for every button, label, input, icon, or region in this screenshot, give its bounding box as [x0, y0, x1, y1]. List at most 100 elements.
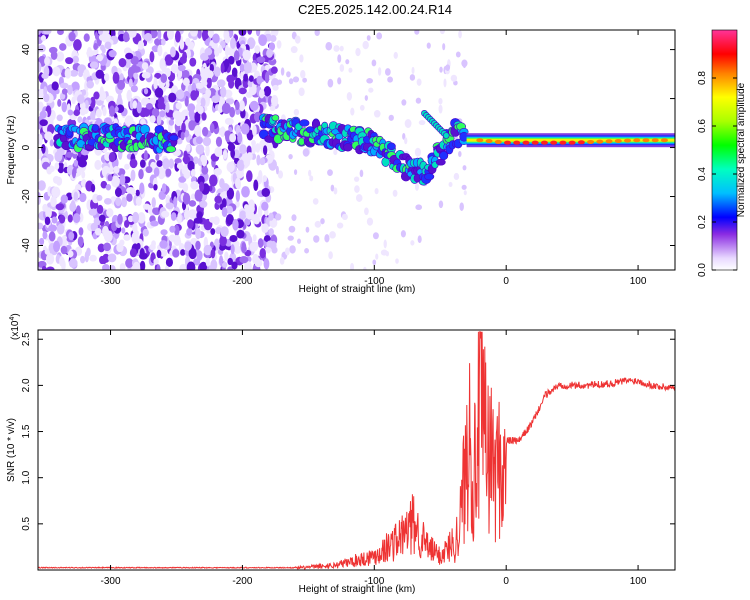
noise-mark: [438, 104, 443, 114]
noise-mark: [190, 90, 198, 101]
noise-mark: [300, 70, 306, 79]
noise-mark: [205, 257, 210, 267]
ridge-peak: [642, 138, 650, 143]
noise-mark: [38, 180, 46, 191]
snr-xlabel: Height of straight line (km): [299, 584, 416, 595]
noise-mark: [269, 35, 277, 43]
noise-mark: [51, 186, 61, 198]
noise-mark: [229, 234, 238, 243]
noise-mark: [168, 92, 177, 103]
noise-mark: [57, 30, 64, 36]
noise-mark: [136, 242, 141, 250]
noise-mark: [244, 218, 251, 226]
noise-mark: [205, 144, 210, 157]
noise-mark: [108, 152, 116, 163]
noise-mark: [417, 235, 422, 244]
noise-mark: [137, 212, 146, 224]
noise-mark: [71, 168, 77, 179]
noise-mark: [182, 77, 190, 86]
noise-mark: [166, 30, 175, 40]
noise-mark: [439, 66, 443, 73]
noise-mark: [222, 150, 228, 160]
noise-mark: [359, 104, 365, 111]
noise-mark: [89, 254, 97, 262]
noise-mark: [38, 61, 42, 73]
y-tick-label: -20: [21, 189, 32, 204]
noise-mark: [463, 190, 467, 196]
noise-mark: [151, 197, 156, 209]
ridge-peak: [550, 140, 558, 145]
noise-mark: [196, 250, 203, 261]
noise-mark: [262, 175, 267, 183]
noise-mark: [221, 261, 228, 268]
ridge-peak: [476, 138, 484, 143]
noise-mark: [252, 241, 259, 250]
ridge-peak: [513, 140, 521, 145]
noise-mark: [67, 84, 73, 96]
noise-mark: [236, 229, 245, 239]
ridge-peak: [494, 139, 502, 144]
noise-mark: [44, 248, 51, 255]
noise-mark: [204, 47, 213, 56]
noise-mark: [127, 215, 134, 223]
noise-mark: [59, 43, 67, 51]
noise-mark: [48, 231, 56, 242]
noise-mark: [182, 155, 191, 164]
noise-mark: [142, 107, 150, 117]
noise-mark: [73, 109, 81, 116]
noise-mark: [130, 169, 136, 182]
colorbar-ticks: 0.0 0.2 0.4 0.6 0.8: [697, 71, 737, 277]
ridge-mark: [387, 142, 396, 151]
noise-mark: [280, 67, 285, 76]
noise-mark: [339, 45, 344, 52]
noise-mark: [130, 55, 139, 65]
noise-mark: [190, 193, 196, 200]
ridge-peak: [633, 138, 641, 143]
noise-mark: [103, 230, 113, 243]
noise-mark: [103, 198, 112, 205]
noise-mark: [165, 67, 171, 78]
noise-mark: [268, 42, 276, 51]
noise-mark: [253, 179, 259, 191]
noise-mark: [362, 40, 369, 50]
noise-mark: [187, 219, 194, 229]
noise-mark: [160, 229, 168, 236]
noise-mark: [157, 168, 166, 180]
noise-mark: [197, 30, 202, 39]
noise-mark: [346, 91, 353, 101]
noise-mark: [184, 241, 192, 251]
noise-mark: [201, 112, 207, 121]
noise-mark: [143, 150, 148, 161]
ridge-peak: [531, 140, 539, 145]
noise-mark: [122, 31, 130, 43]
noise-mark: [438, 200, 444, 209]
noise-mark: [242, 49, 251, 61]
noise-mark: [107, 174, 113, 182]
noise-mark: [174, 224, 180, 237]
noise-mark: [56, 114, 63, 122]
noise-mark: [374, 188, 379, 195]
noise-mark: [135, 189, 140, 197]
noise-mark: [152, 207, 158, 214]
noise-mark: [132, 261, 141, 270]
noise-mark: [266, 48, 274, 58]
noise-mark: [263, 86, 272, 97]
noise-mark: [330, 184, 335, 192]
colorbar: [712, 30, 737, 270]
noise-mark: [170, 46, 176, 58]
x-tick-label: -100: [364, 276, 384, 287]
noise-mark: [139, 159, 146, 168]
noise-mark: [207, 30, 215, 38]
noise-mark: [237, 132, 243, 144]
noise-mark: [80, 179, 87, 188]
noise-mark: [269, 105, 276, 111]
noise-mark: [314, 220, 322, 228]
noise-mark: [41, 265, 47, 270]
noise-mark: [176, 162, 184, 170]
x-tick-label: -300: [101, 576, 121, 587]
noise-mark: [132, 66, 141, 73]
noise-mark: [414, 30, 420, 35]
noise-mark: [157, 96, 165, 105]
noise-mark: [118, 58, 127, 68]
noise-mark: [105, 184, 112, 191]
